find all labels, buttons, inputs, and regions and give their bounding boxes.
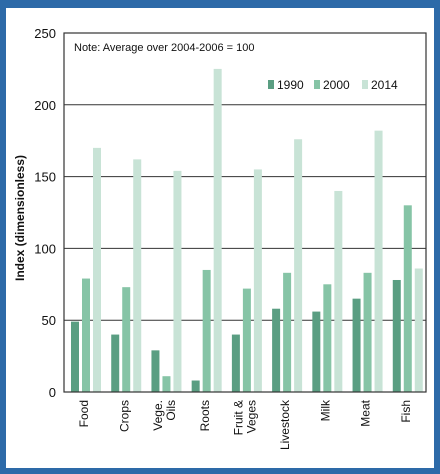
y-tick-label: 200 (34, 98, 56, 113)
bars (71, 68, 423, 393)
bar-2014-milk (334, 190, 343, 392)
bar-2014-vege-oils (173, 170, 182, 392)
x-tick-labels: Food Crops Vege. Oils Roots Fruit & Veges Lives… (77, 399, 413, 450)
bar-2014-fruit-veges (253, 169, 262, 392)
bar-2000-roots (202, 269, 211, 392)
x-tick-label: Roots (198, 400, 212, 431)
x-tick-label: Fish (399, 400, 413, 423)
axes (63, 32, 427, 393)
bar-1990-food (71, 321, 79, 392)
legend-swatch-2000 (314, 80, 320, 89)
bar-1990-livestock (272, 308, 281, 392)
y-tick-label: 150 (34, 170, 56, 185)
x-tick-label: Crops (117, 400, 131, 432)
bar-2014-food (93, 147, 101, 392)
y-tick-label: 100 (34, 241, 56, 256)
y-tick-labels: 0 50 100 150 200 250 (34, 26, 56, 400)
x-tick-label: Milk (318, 399, 332, 421)
y-tick-label: 0 (49, 385, 56, 400)
plot-border (63, 32, 427, 393)
legend: 1990 2000 2014 (268, 78, 398, 92)
bar-1990-milk (312, 311, 321, 392)
y-tick-label: 250 (34, 26, 56, 41)
bar-2000-crops (122, 287, 131, 392)
x-tick-label: Veges (245, 400, 259, 433)
y-tick-label: 50 (42, 313, 56, 328)
bar-2000-fish (403, 205, 412, 392)
bar-2014-livestock (294, 139, 303, 392)
bar-2014-fish (414, 268, 423, 392)
legend-label-2000: 2000 (323, 78, 350, 92)
bar-2014-meat (374, 130, 383, 392)
x-tick-label: Meat (359, 399, 373, 426)
chart-panel: 0 50 100 150 200 250 Food Crops Vege. Oils Roots F… (6, 8, 434, 468)
gridlines (64, 104, 426, 321)
bar-1990-fruit-veges (231, 334, 240, 392)
bar-2000-food (82, 278, 90, 392)
legend-label-1990: 1990 (277, 78, 304, 92)
bar-2000-livestock (283, 272, 292, 392)
bar-1990-crops (111, 334, 120, 392)
bar-1990-roots (191, 380, 200, 392)
bar-1990-meat (352, 298, 361, 392)
bar-1990-vege-oils (151, 350, 160, 392)
chart-note: Note: Average over 2004-2006 = 100 (74, 42, 255, 54)
bar-2000-meat (363, 272, 372, 392)
x-tick-label: Oils (164, 400, 178, 421)
bar-2014-crops (133, 159, 142, 392)
x-tick-label: Fruit & (232, 400, 246, 435)
y-axis-label: Index (dimensionless) (13, 155, 27, 281)
x-tick-label: Food (77, 400, 91, 427)
x-tick-label: Vege. (151, 400, 165, 431)
bar-2000-vege-oils (162, 376, 171, 392)
legend-swatch-2014 (362, 80, 368, 89)
legend-swatch-1990 (268, 80, 274, 89)
bar-1990-fish (392, 279, 401, 392)
legend-label-2014: 2014 (371, 78, 398, 92)
bar-2014-roots (213, 68, 222, 393)
x-tick-label: Livestock (278, 399, 292, 450)
bar-2000-milk (323, 284, 332, 392)
bar-2000-fruit-veges (242, 288, 251, 392)
